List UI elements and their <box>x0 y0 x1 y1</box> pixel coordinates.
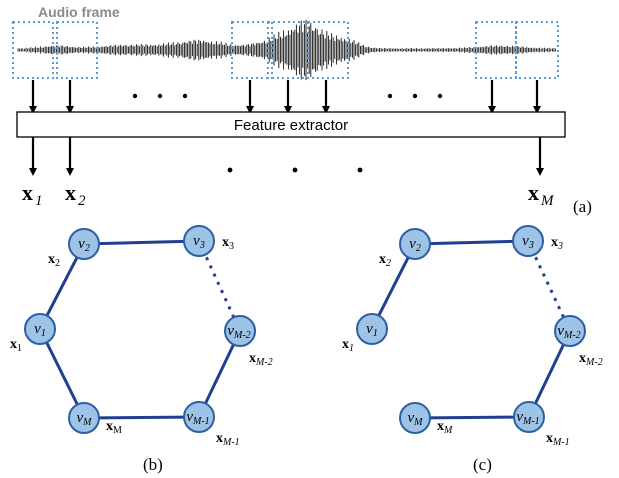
node-circle <box>68 228 100 260</box>
node-circle <box>512 225 544 257</box>
feature-label-v3: x3 <box>551 235 563 252</box>
node-circle <box>24 313 56 345</box>
node-v1: v1 <box>356 313 388 345</box>
panel-a-label: (a) <box>573 197 592 216</box>
node-circle <box>183 401 215 433</box>
frame-boxes <box>12 21 559 79</box>
frame-box <box>475 21 517 79</box>
node-label: v2 <box>409 236 421 254</box>
edge-vM1-vM <box>83 415 200 420</box>
frame-box <box>267 21 309 79</box>
node-label: v3 <box>522 233 534 251</box>
panel-c: v2 x2 v3 x3 v1 x1 vM-2 xM-2 vM xM vM-1 xM-1 (c) <box>342 225 603 474</box>
feature-label-v1: x1 <box>10 337 22 354</box>
edge-v2-v3 <box>83 239 200 246</box>
feature-extractor-box <box>16 111 566 138</box>
audio-waveform <box>17 19 557 81</box>
feature-label-vM: xM <box>106 419 122 436</box>
feature-label-vM: xM <box>437 419 453 436</box>
feature-label-v2: x2 <box>48 252 60 269</box>
node-circle <box>399 402 431 434</box>
node-vM2: vM-2 <box>224 315 256 347</box>
node-label: v1 <box>34 321 46 339</box>
node-circle <box>554 315 586 347</box>
node-vM: vM <box>68 402 100 434</box>
node-label: vM <box>407 410 423 428</box>
audio-frame-title: Audio frame <box>38 4 120 20</box>
edge-v3-vM2-dashed <box>197 240 242 332</box>
feature-label-vM2: xM-2 <box>579 351 603 368</box>
node-label: v2 <box>78 236 90 254</box>
node-v1: v1 <box>24 313 56 345</box>
panel-a: Audio frame Feature extractor <box>12 4 592 216</box>
frame-box <box>56 21 98 79</box>
node-label: vM-1 <box>516 409 539 427</box>
feature-label-v3: x3 <box>222 235 234 252</box>
graph-c-edges <box>370 239 572 420</box>
node-label: vM-2 <box>557 323 580 341</box>
waveform-trace <box>17 19 557 81</box>
feature-label-v2: x2 <box>379 252 391 269</box>
feature-label-v1: x1 <box>342 337 354 354</box>
node-circle <box>399 228 431 260</box>
output-ellipsis <box>227 167 363 173</box>
node-vM1: vM-1 <box>513 401 545 433</box>
node-label: vM-2 <box>227 323 250 341</box>
node-label: v1 <box>366 321 378 339</box>
frame-box <box>307 21 349 79</box>
node-label: v3 <box>193 233 205 251</box>
panel-c-label: (c) <box>473 455 492 474</box>
edge-vM1-vM <box>414 415 530 420</box>
frame-box <box>231 21 273 79</box>
output-arrows <box>29 137 544 176</box>
edge-v3-vM2-dashed <box>526 240 572 332</box>
feature-extractor-label: Feature extractor <box>234 117 348 134</box>
graph-b-nodes: v2 x2 v3 x3 v1 x1 vM-2 xM-2 vM xM vM-1 xM-1 <box>10 225 273 448</box>
frame-ellipsis <box>132 93 443 99</box>
edge-vM-v1 <box>38 328 86 419</box>
node-v3: v3 <box>183 225 215 257</box>
edge-v2-v3 <box>414 239 529 246</box>
node-circle <box>224 315 256 347</box>
node-label: vM <box>76 410 92 428</box>
feature-label-vM2: xM-2 <box>249 351 273 368</box>
node-v3: v3 <box>512 225 544 257</box>
frame-box <box>515 21 559 79</box>
node-label: vM-1 <box>186 409 209 427</box>
node-circle <box>68 402 100 434</box>
feature-label-vM1: xM-1 <box>546 431 570 448</box>
input-arrows <box>29 80 541 114</box>
node-vM1: vM-1 <box>183 401 215 433</box>
node-v2: v2 <box>399 228 431 260</box>
graph-b-edges <box>38 239 242 420</box>
graph-c-nodes: v2 x2 v3 x3 v1 x1 vM-2 xM-2 vM xM vM-1 xM-1 <box>342 225 603 448</box>
panel-b-label: (b) <box>143 455 163 474</box>
node-circle <box>513 401 545 433</box>
node-vM2: vM-2 <box>554 315 586 347</box>
feature-label-vM1: xM-1 <box>216 431 240 448</box>
node-circle <box>356 313 388 345</box>
node-vM: vM <box>399 402 431 434</box>
frame-box <box>12 21 54 79</box>
panel-b: v2 x2 v3 x3 v1 x1 vM-2 xM-2 vM xM vM-1 xM-1 (b) <box>10 225 273 474</box>
node-v2: v2 <box>68 228 100 260</box>
node-circle <box>183 225 215 257</box>
